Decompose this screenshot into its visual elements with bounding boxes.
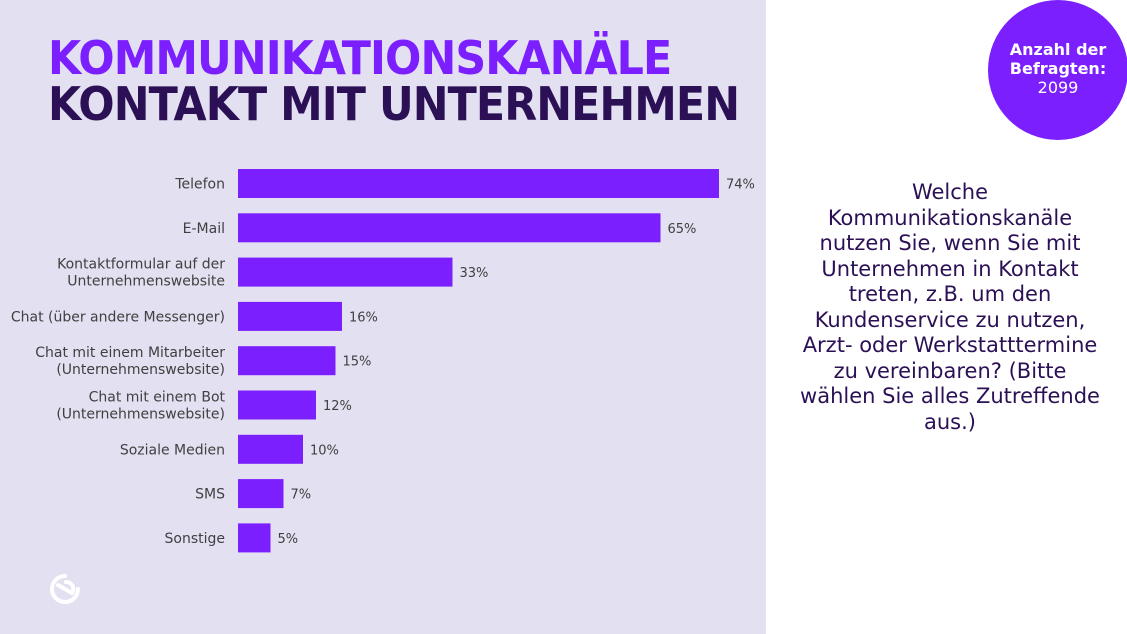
bar (238, 434, 303, 464)
bar (238, 301, 342, 331)
category-label: Kontaktformular auf der Unternehmenswebsi… (57, 257, 225, 290)
category-label: Telefon (174, 177, 225, 193)
respondents-badge: Anzahl der Befragten: 2099 (988, 0, 1127, 140)
bar (238, 390, 316, 420)
brand-logo-icon (50, 574, 80, 604)
value-label: 12% (323, 399, 352, 414)
category-label: Chat mit einem Bot (Unternehmenswebsite) (56, 390, 225, 423)
category-label: SMS (195, 487, 225, 503)
bar (238, 213, 661, 243)
value-label: 7% (291, 488, 312, 503)
bar (238, 169, 719, 198)
value-label: 10% (310, 443, 339, 458)
bar (238, 257, 453, 287)
value-label: 74% (726, 178, 755, 193)
category-label: E-Mail (183, 221, 225, 237)
respondents-label: Anzahl der Befragten: (1009, 40, 1107, 78)
value-label: 15% (343, 355, 372, 370)
survey-question: Welche Kommunikationskanäle nutzen Sie, … (800, 180, 1100, 434)
bar (238, 479, 284, 509)
bar (238, 346, 336, 376)
value-label: 16% (349, 310, 378, 325)
category-label: Chat mit einem Mitarbeiter (Unternehmensw… (35, 345, 225, 378)
category-label: Sonstige (165, 531, 226, 547)
value-label: 5% (278, 532, 299, 547)
category-label: Soziale Medien (120, 442, 225, 458)
category-label: Chat (über andere Messenger) (11, 309, 225, 325)
value-label: 33% (460, 266, 489, 281)
value-label: 65% (668, 222, 697, 237)
title-primary: KOMMUNIKATIONSKANÄLE (48, 31, 672, 85)
chart-panel (0, 0, 766, 634)
bar-chart: Telefon 74% E-Mail 65% Kontaktformular auf d… (11, 169, 755, 553)
bar (238, 523, 271, 553)
title-secondary: KONTAKT MIT UNTERNEHMEN (48, 77, 740, 131)
respondents-count: 2099 (1037, 78, 1079, 97)
